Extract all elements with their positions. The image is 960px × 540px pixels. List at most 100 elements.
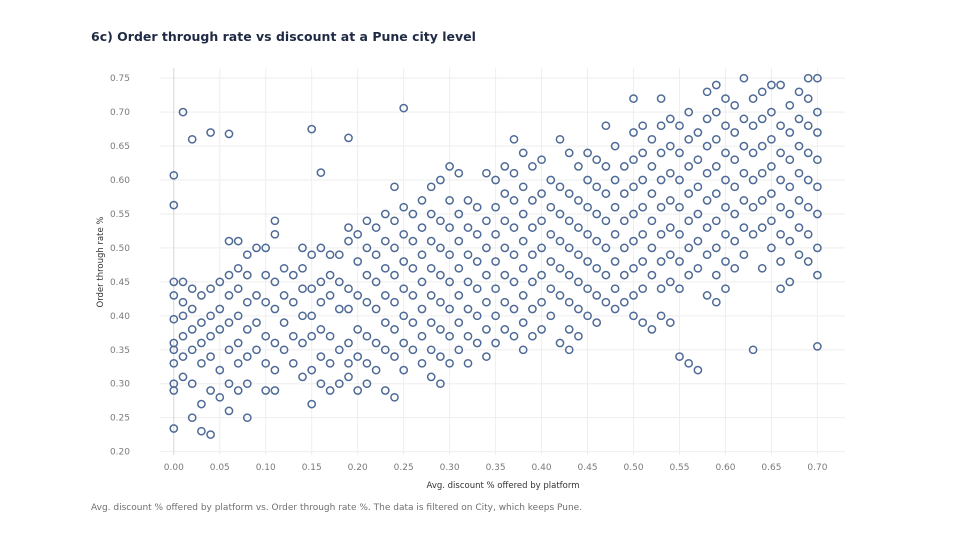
data-point [325,250,335,260]
data-point [187,304,197,314]
data-point [380,318,390,327]
data-point [748,121,758,131]
data-point [261,331,271,341]
data-point [362,358,372,368]
data-point [353,386,363,395]
data-point [656,311,666,321]
data-point [325,386,335,395]
data-point [730,182,740,192]
data-point [472,257,482,266]
data-point [454,345,464,355]
data-point [518,318,528,327]
x-tick-label: 0.55 [669,463,689,473]
data-point [665,250,675,260]
data-point [215,365,225,375]
data-point [399,257,409,266]
data-point [564,216,574,226]
data-point [528,277,537,287]
data-point [178,352,188,361]
data-point [252,318,261,327]
data-point [242,270,252,280]
data-point [574,162,583,171]
data-point [638,202,648,212]
data-point [776,121,785,131]
data-point [390,352,399,361]
data-point [426,263,436,273]
data-point [665,114,675,124]
data-point [491,311,500,321]
data-point [307,250,317,260]
data-point [325,291,335,300]
data-point [583,175,592,185]
data-point [169,386,179,395]
data-point [316,297,326,307]
data-point [187,284,197,294]
data-point [629,155,638,165]
data-point [693,236,703,246]
data-point [776,80,785,90]
y-tick-label: 0.50 [110,244,130,254]
data-point [454,318,464,327]
data-point [647,243,657,253]
data-point [399,365,409,375]
data-point [528,250,537,260]
data-point [362,379,372,389]
data-point [390,392,399,402]
data-point [261,243,271,253]
data-point [647,134,657,144]
data-point [518,182,528,192]
data-point [776,284,785,294]
data-point [757,263,767,273]
data-point [757,196,767,205]
data-point [270,277,280,287]
data-point [638,257,648,266]
data-point [463,223,473,232]
data-point [546,175,556,185]
data-point [454,209,464,219]
data-point [436,297,445,307]
data-point [380,263,390,273]
data-point [399,229,409,239]
data-point [638,284,648,294]
data-point [767,243,776,253]
data-point [316,243,326,253]
data-point [656,121,666,131]
data-point [242,413,252,423]
data-point [675,202,684,212]
data-point [279,263,289,273]
data-point [665,277,675,287]
data-point [445,304,454,314]
data-point [794,114,804,124]
data-point [169,170,179,180]
data-point [344,284,353,294]
y-tick-labels: 0.20 0.25 0.30 0.35 0.40 0.45 0.50 0.55 0.60 0.65… [110,74,130,457]
data-point [215,392,225,402]
data-point [629,236,638,246]
data-point [555,236,565,246]
data-point [224,236,234,246]
data-point [619,270,629,280]
data-point [279,345,289,355]
y-tick-label: 0.55 [110,210,130,220]
data-point [261,386,271,395]
data-point [408,263,418,273]
data-point [564,270,574,280]
data-point [684,216,694,226]
data-point [638,121,648,131]
data-point [767,134,776,144]
data-point [316,352,326,361]
data-point [730,128,740,137]
data-point [187,134,197,144]
data-point [242,379,252,389]
data-point [353,257,363,266]
data-point [500,297,510,307]
data-point [252,243,261,253]
data-point [739,223,749,232]
data-point [261,270,271,280]
data-point [656,94,666,103]
data-point [390,243,399,253]
data-point [564,345,574,355]
data-point [197,426,206,436]
data-point [574,277,583,287]
data-point [574,331,583,341]
